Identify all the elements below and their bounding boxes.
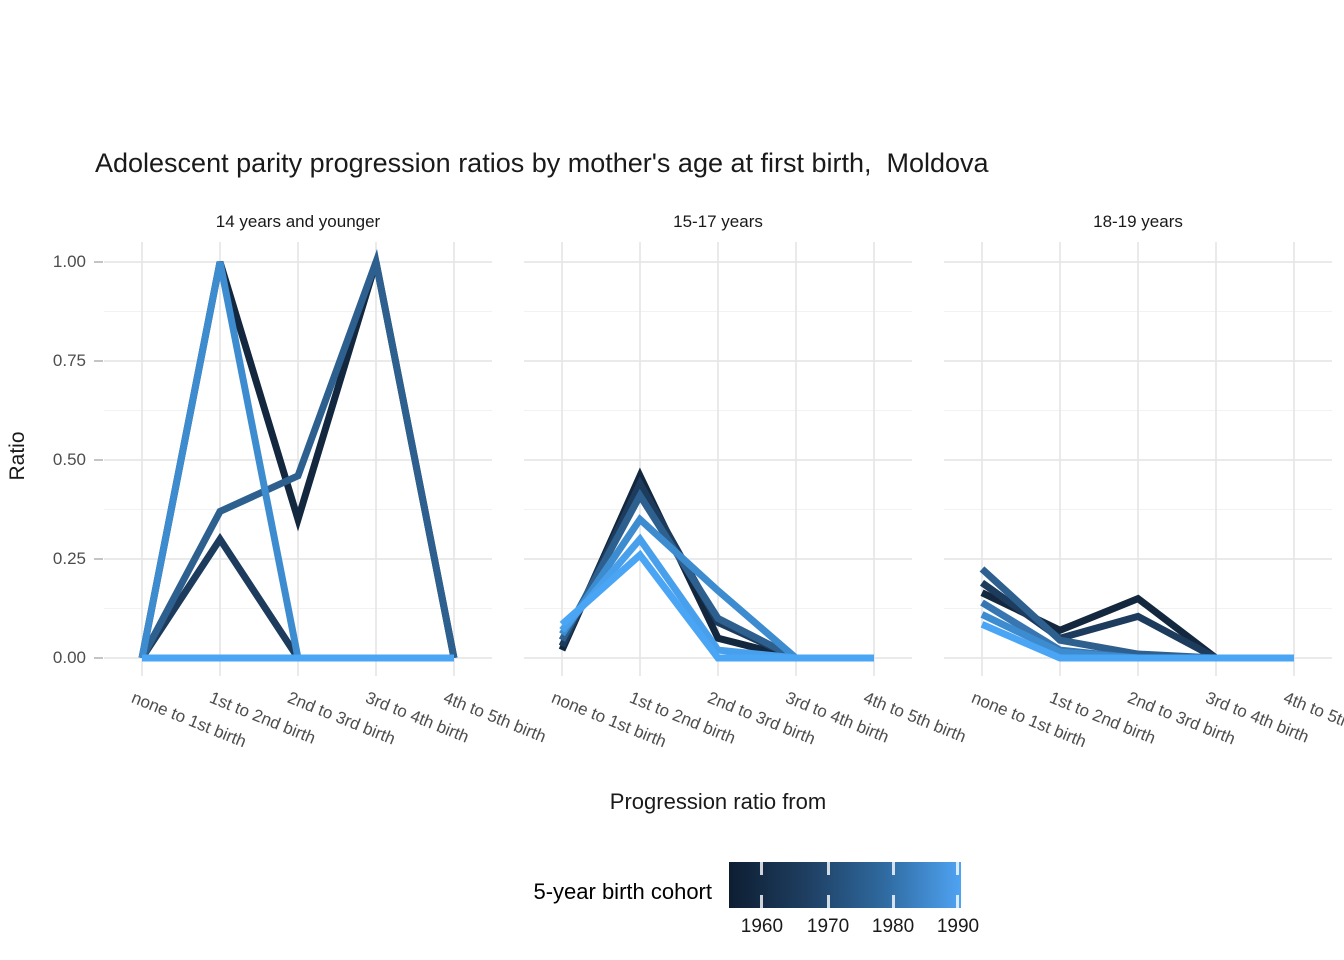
- legend-colorbar-tick: [826, 895, 830, 908]
- legend-colorbar-tick: [891, 862, 895, 875]
- y-tick-label: 0.50: [52, 450, 86, 469]
- y-tick-mark: [94, 360, 103, 362]
- legend-tick-label: 1990: [936, 916, 980, 937]
- legend-tick-label: 1970: [806, 916, 850, 937]
- legend-colorbar-tick: [891, 895, 895, 908]
- plot-panel-0: [104, 242, 492, 676]
- y-tick-label: 1.00: [52, 252, 86, 271]
- legend-title: 5-year birth cohort: [533, 879, 712, 904]
- y-tick-label: 0.25: [52, 549, 86, 568]
- y-tick-mark: [94, 459, 103, 461]
- y-tick-mark: [94, 657, 103, 659]
- y-tick-label: 0.75: [52, 351, 86, 370]
- line-cohort-1990: [559, 549, 874, 662]
- plot-panel-2: [944, 242, 1332, 676]
- legend-colorbar-tick: [956, 895, 960, 908]
- legend-colorbar-tick: [760, 895, 764, 908]
- line-cohort-1990: [980, 621, 1294, 662]
- y-tick-mark: [94, 558, 103, 560]
- y-tick-label: 0.00: [52, 648, 86, 667]
- y-axis-title: Ratio: [6, 431, 29, 481]
- chart-title: Adolescent parity progression ratios by …: [95, 148, 989, 178]
- facet-strip-18-19: 18-19 years: [1093, 212, 1183, 231]
- legend-colorbar: [729, 862, 961, 908]
- x-axis-title: Progression ratio from: [609, 789, 827, 814]
- legend-colorbar-tick: [826, 862, 830, 875]
- legend-tick-label: 1980: [871, 916, 915, 937]
- legend-colorbar-tick: [956, 862, 960, 875]
- facet-strip-14-and-younger: 14 years and younger: [215, 212, 381, 231]
- plot-panel-1: [524, 242, 912, 676]
- line-cohort-1970: [138, 249, 458, 660]
- legend-tick-label: 1960: [740, 916, 784, 937]
- legend-colorbar-tick: [760, 862, 764, 875]
- y-tick-mark: [94, 261, 103, 263]
- facet-strip-15-17: 15-17 years: [673, 212, 763, 231]
